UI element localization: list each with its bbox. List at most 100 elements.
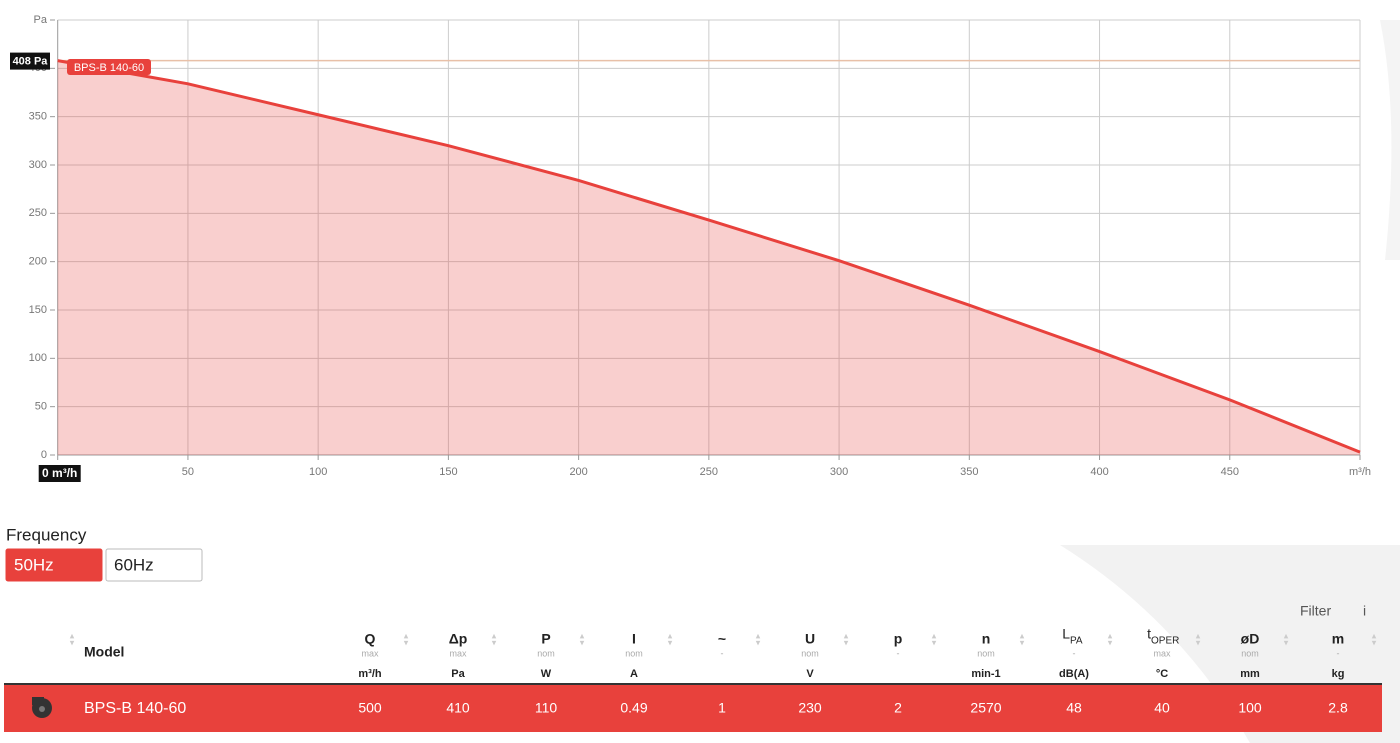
y-tick-label: 350 — [29, 111, 47, 123]
column-unit: min-1 — [971, 668, 1000, 680]
sort-icon[interactable]: ▴ — [404, 630, 409, 640]
frequency-button[interactable]: 50Hz — [5, 548, 103, 582]
column-header[interactable]: t — [1147, 626, 1151, 642]
sort-icon[interactable]: ▾ — [668, 637, 673, 647]
column-unit: W — [541, 668, 552, 680]
table-cell: 230 — [798, 700, 822, 716]
column-qualifier: max — [1153, 648, 1171, 658]
reference-badge — [10, 52, 50, 70]
table-cell: 410 — [446, 700, 470, 716]
column-header[interactable]: m — [1332, 631, 1344, 647]
x-origin-badge — [38, 465, 81, 482]
x-tick-label: 450 — [1221, 466, 1239, 478]
sort-icon[interactable]: ▾ — [580, 637, 585, 647]
table-cell: 110 — [535, 700, 558, 716]
sort-icon[interactable]: ▴ — [580, 630, 585, 640]
column-header-sub[interactable]: OPER — [1151, 636, 1179, 647]
column-qualifier: - — [721, 648, 724, 658]
column-header[interactable]: øD — [1241, 631, 1260, 647]
column-unit: °C — [1156, 668, 1168, 680]
sort-icon[interactable]: ▾ — [1284, 637, 1289, 647]
column-unit: m³/h — [358, 668, 382, 680]
column-header[interactable]: Δp — [449, 631, 468, 647]
sort-icon[interactable]: ▴ — [1196, 630, 1201, 640]
y-tick-label: 50 — [35, 401, 47, 413]
table-cell: 2.8 — [1328, 700, 1348, 716]
column-header[interactable]: Q — [365, 631, 376, 647]
button-label: 50Hz — [14, 555, 54, 574]
column-qualifier: - — [897, 648, 900, 658]
x-tick-label: 400 — [1090, 466, 1108, 478]
sort-icon[interactable]: ▴ — [1284, 630, 1289, 640]
sort-icon[interactable]: ▴ — [668, 630, 673, 640]
sort-icon[interactable]: ▾ — [844, 637, 849, 647]
column-qualifier: - — [1073, 648, 1076, 658]
sort-icon[interactable]: ▴ — [756, 630, 761, 640]
sort-icon[interactable]: ▴ — [1372, 630, 1377, 640]
column-header[interactable]: P — [541, 631, 550, 647]
column-header-sub[interactable]: PA — [1070, 636, 1083, 647]
column-qualifier: - — [1337, 648, 1340, 658]
y-tick-label: 150 — [29, 304, 47, 316]
sort-icon[interactable]: ▴ — [492, 630, 497, 640]
column-header[interactable]: Model — [84, 644, 124, 660]
reference-label: 408 Pa — [13, 56, 49, 68]
y-tick-label: 250 — [29, 207, 47, 219]
table-cell: BPS-B 140-60 — [84, 700, 186, 717]
sort-icon[interactable]: ▾ — [932, 637, 937, 647]
sort-icon[interactable]: ▴ — [1108, 630, 1113, 640]
y-tick-label: 0 — [41, 449, 47, 461]
column-header[interactable]: ~ — [718, 631, 726, 647]
button-box — [105, 548, 203, 582]
table-cell: 2 — [894, 700, 902, 716]
frequency-button[interactable]: 60Hz — [105, 548, 203, 582]
x-tick-label: 300 — [830, 466, 848, 478]
column-header[interactable]: I — [632, 631, 636, 647]
x-tick-label: 200 — [569, 466, 587, 478]
series-label: BPS-B 140-60 — [74, 62, 144, 74]
column-qualifier: max — [361, 648, 379, 658]
x-tick-label: 250 — [700, 466, 718, 478]
x-tick-label: 50 — [182, 466, 194, 478]
sort-icon[interactable]: ▴ — [1020, 630, 1025, 640]
column-header[interactable]: L — [1062, 626, 1070, 642]
column-header[interactable]: n — [982, 631, 991, 647]
column-header[interactable]: U — [805, 631, 815, 647]
table-cell: 40 — [1154, 700, 1170, 716]
sort-icon[interactable]: ▾ — [1020, 637, 1025, 647]
sort-icon[interactable]: ▴ — [932, 630, 937, 640]
area — [57, 60, 1361, 455]
column-unit: kg — [1332, 668, 1345, 680]
sort-icon[interactable]: ▴ — [70, 630, 75, 640]
line — [57, 59, 1361, 454]
column-qualifier: nom — [801, 648, 819, 658]
x-tick-label: m³/h — [1349, 466, 1371, 478]
sort-icon[interactable]: ▾ — [756, 637, 761, 647]
table-row[interactable] — [4, 685, 1382, 732]
filter-button[interactable]: Filter — [1300, 603, 1331, 619]
column-unit: mm — [1240, 668, 1260, 680]
table-cell: 500 — [358, 700, 382, 716]
column-unit: A — [630, 668, 638, 680]
column-qualifier: nom — [537, 648, 555, 658]
table-cell: 48 — [1066, 700, 1082, 716]
y-tick-label: 300 — [29, 159, 47, 171]
column-header[interactable]: p — [894, 631, 903, 647]
frequency-label: Frequency — [6, 525, 87, 544]
sort-icon[interactable]: ▾ — [70, 637, 75, 647]
sort-icon[interactable]: ▾ — [1372, 637, 1377, 647]
y-tick-label: 200 — [29, 256, 47, 268]
fan-icon — [32, 697, 52, 718]
sort-icon[interactable]: ▾ — [1196, 637, 1201, 647]
chart: 0 50 100 150 200 250 300 350 400 Pa 0 m³/h 50 100 150… — [10, 14, 1371, 482]
table-cell: 0.49 — [620, 700, 647, 716]
column-qualifier: nom — [1241, 648, 1259, 658]
sort-icon[interactable]: ▾ — [404, 637, 409, 647]
column-unit: V — [806, 668, 814, 680]
sort-icon[interactable]: ▴ — [844, 630, 849, 640]
info-button[interactable]: i — [1363, 603, 1366, 619]
sort-icon[interactable]: ▾ — [1108, 637, 1113, 647]
sort-icon[interactable]: ▾ — [492, 637, 497, 647]
button-label: 60Hz — [114, 555, 154, 574]
